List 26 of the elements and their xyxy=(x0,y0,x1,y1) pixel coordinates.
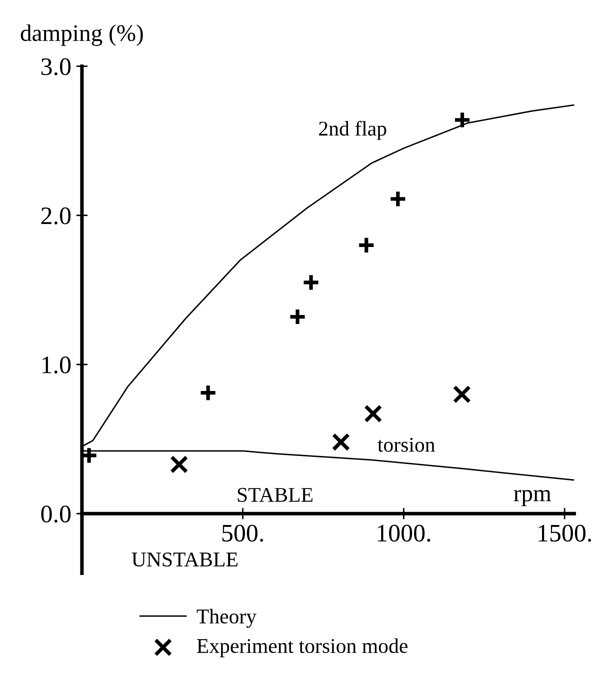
x-tick-label: 500. xyxy=(222,524,264,542)
x-axis-title: rpm xyxy=(514,490,552,506)
point xyxy=(82,446,98,465)
y-tick-label: 3.0 xyxy=(41,58,71,76)
point xyxy=(288,308,307,326)
y-tick-label: 2.0 xyxy=(41,207,71,224)
point xyxy=(452,385,472,404)
y-tick-label: 0.0 xyxy=(41,506,71,523)
y-tick-label: 1.0 xyxy=(42,356,71,374)
legend-label: Theory xyxy=(196,608,256,628)
annotation: torsion xyxy=(378,438,435,452)
x-tick-label: 1500. xyxy=(538,524,592,542)
legend-label: Experiment torsion mode xyxy=(197,638,408,658)
point xyxy=(364,404,382,423)
point xyxy=(198,384,218,402)
annotation: 2nd flap xyxy=(319,120,386,140)
x-tick-label: 1000. xyxy=(378,524,430,542)
point xyxy=(453,110,472,130)
point xyxy=(170,455,188,474)
point xyxy=(357,236,376,254)
annotation: STABLE xyxy=(238,488,312,502)
annotation: UNSTABLE xyxy=(132,552,238,567)
point xyxy=(388,190,407,208)
y-axis-title: damping (%) xyxy=(20,24,143,46)
point xyxy=(302,273,320,292)
point xyxy=(332,432,350,452)
